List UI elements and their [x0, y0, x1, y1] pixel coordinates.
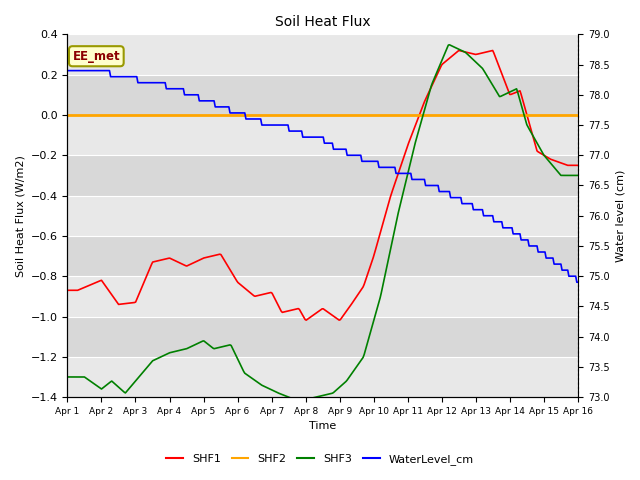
Bar [67, 195, 578, 236]
Y-axis label: Water level (cm): Water level (cm) [615, 169, 625, 262]
Bar [67, 155, 578, 195]
Text: EE_met: EE_met [72, 50, 120, 63]
Bar [67, 276, 578, 316]
Bar [67, 316, 578, 357]
Bar [67, 115, 578, 155]
Bar [67, 236, 578, 276]
Legend: SHF1, SHF2, SHF3, WaterLevel_cm: SHF1, SHF2, SHF3, WaterLevel_cm [162, 450, 478, 469]
Title: Soil Heat Flux: Soil Heat Flux [275, 15, 371, 29]
Y-axis label: Soil Heat Flux (W/m2): Soil Heat Flux (W/m2) [15, 155, 25, 276]
Bar [67, 35, 578, 75]
Bar [67, 357, 578, 397]
X-axis label: Time: Time [309, 421, 336, 432]
Bar [67, 75, 578, 115]
